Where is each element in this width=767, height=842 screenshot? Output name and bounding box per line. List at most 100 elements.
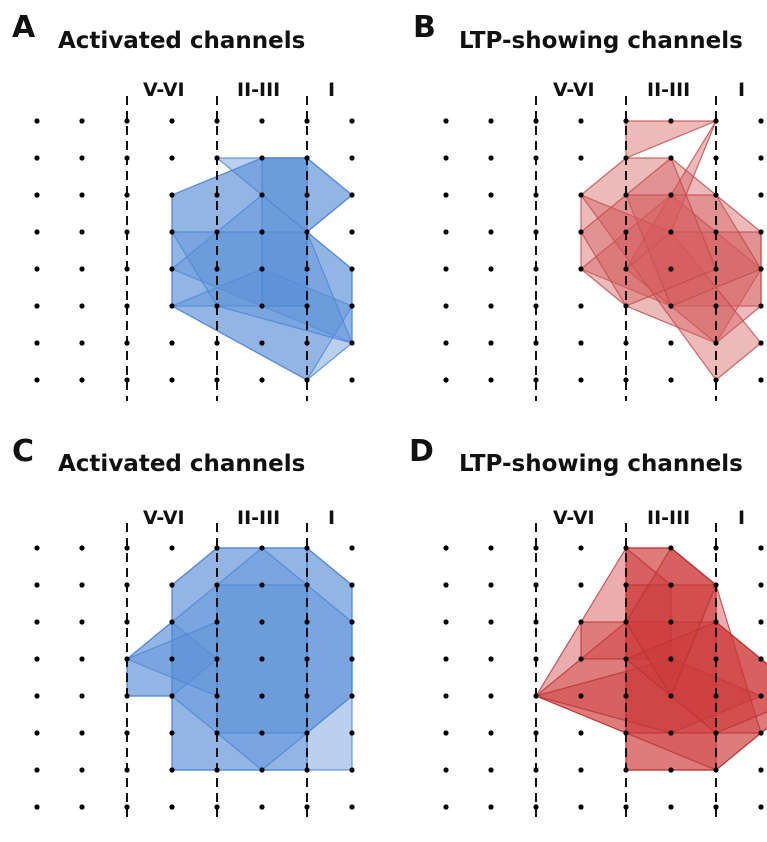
electrode-dot [304,340,310,346]
activation-polygon [625,621,767,734]
electrode-dot [668,155,674,161]
electrode-dot [758,619,764,625]
electrode-dot [34,656,40,662]
electrode-dot [578,730,584,736]
electrode-dot [533,656,539,662]
electrode-dot [713,545,719,551]
electrode-dot [533,303,539,309]
electrode-dot [623,619,629,625]
electrode-dot [668,229,674,235]
electrode-dot [623,155,629,161]
electrode-dot [713,767,719,773]
electrode-dot [623,582,629,588]
electrode-dot [533,155,539,161]
electrode-dot [304,804,310,810]
electrode-dot [578,266,584,272]
electrode-dot [259,377,265,383]
electrode-dot [349,804,355,810]
electrode-dot [214,155,220,161]
electrode-dot [623,192,629,198]
electrode-dot [79,693,85,699]
electrode-dot [758,767,764,773]
electrode-dot [668,804,674,810]
electrode-dot [443,155,449,161]
electrode-dot [488,693,494,699]
electrode-dot [349,266,355,272]
electrode-dot [34,767,40,773]
electrode-dot [124,619,130,625]
electrode-dot [443,693,449,699]
electrode-dot [214,767,220,773]
panel-c-title: Activated channels [58,451,306,477]
electrode-dot [488,340,494,346]
panel-b: B LTP-showing channels V-VI II-III I [407,0,767,421]
electrode-dot [349,582,355,588]
electrode-dot [443,377,449,383]
electrode-dot [34,303,40,309]
electrode-dot [259,340,265,346]
electrode-dot [304,303,310,309]
panel-b-layer-ii-iii: II-III [647,79,691,101]
electrode-dot [668,767,674,773]
electrode-dot [533,340,539,346]
electrode-dot [349,767,355,773]
electrode-dot [79,303,85,309]
electrode-dot [169,545,175,551]
electrode-dot [169,582,175,588]
electrode-dot [34,155,40,161]
electrode-dot [214,545,220,551]
electrode-dot [259,545,265,551]
electrode-dot [349,303,355,309]
panel-b-plot [443,96,764,401]
electrode-dot [214,804,220,810]
electrode-dot [758,730,764,736]
electrode-dot [169,192,175,198]
electrode-dot [713,118,719,124]
electrode-dot [214,730,220,736]
electrode-dot [349,730,355,736]
electrode-dot [79,155,85,161]
electrode-dot [533,767,539,773]
electrode-dot [488,303,494,309]
electrode-dot [214,266,220,272]
electrode-dot [34,340,40,346]
electrode-dot [488,619,494,625]
electrode-dot [124,656,130,662]
electrode-dot [79,118,85,124]
electrode-dot [349,656,355,662]
panel-a-layer-i: I [328,79,336,101]
electrode-dot [259,619,265,625]
electrode-dot [214,340,220,346]
electrode-dot [758,545,764,551]
electrode-dot [578,303,584,309]
electrode-dot [349,693,355,699]
electrode-dot [713,730,719,736]
panel-a-letter: A [12,10,36,45]
electrode-dot [124,377,130,383]
electrode-dot [169,303,175,309]
panel-d-letter: D [409,434,434,469]
electrode-dot [533,619,539,625]
panel-b-layer-v-vi: V-VI [553,79,595,101]
electrode-dot [79,730,85,736]
electrode-dot [758,582,764,588]
electrode-dot [214,582,220,588]
panel-b-letter: B [413,10,436,45]
electrode-dot [79,582,85,588]
electrode-dot [668,266,674,272]
electrode-dot [79,377,85,383]
electrode-dot [578,155,584,161]
electrode-dot [623,730,629,736]
electrode-dot [758,377,764,383]
electrode-dot [443,192,449,198]
electrode-dot [623,767,629,773]
electrode-dot [349,155,355,161]
electrode-dot [623,229,629,235]
electrode-dot [443,340,449,346]
electrode-dot [578,804,584,810]
electrode-dot [578,118,584,124]
electrode-dot [124,303,130,309]
electrode-dot [304,767,310,773]
electrode-dot [304,192,310,198]
electrode-dot [533,804,539,810]
